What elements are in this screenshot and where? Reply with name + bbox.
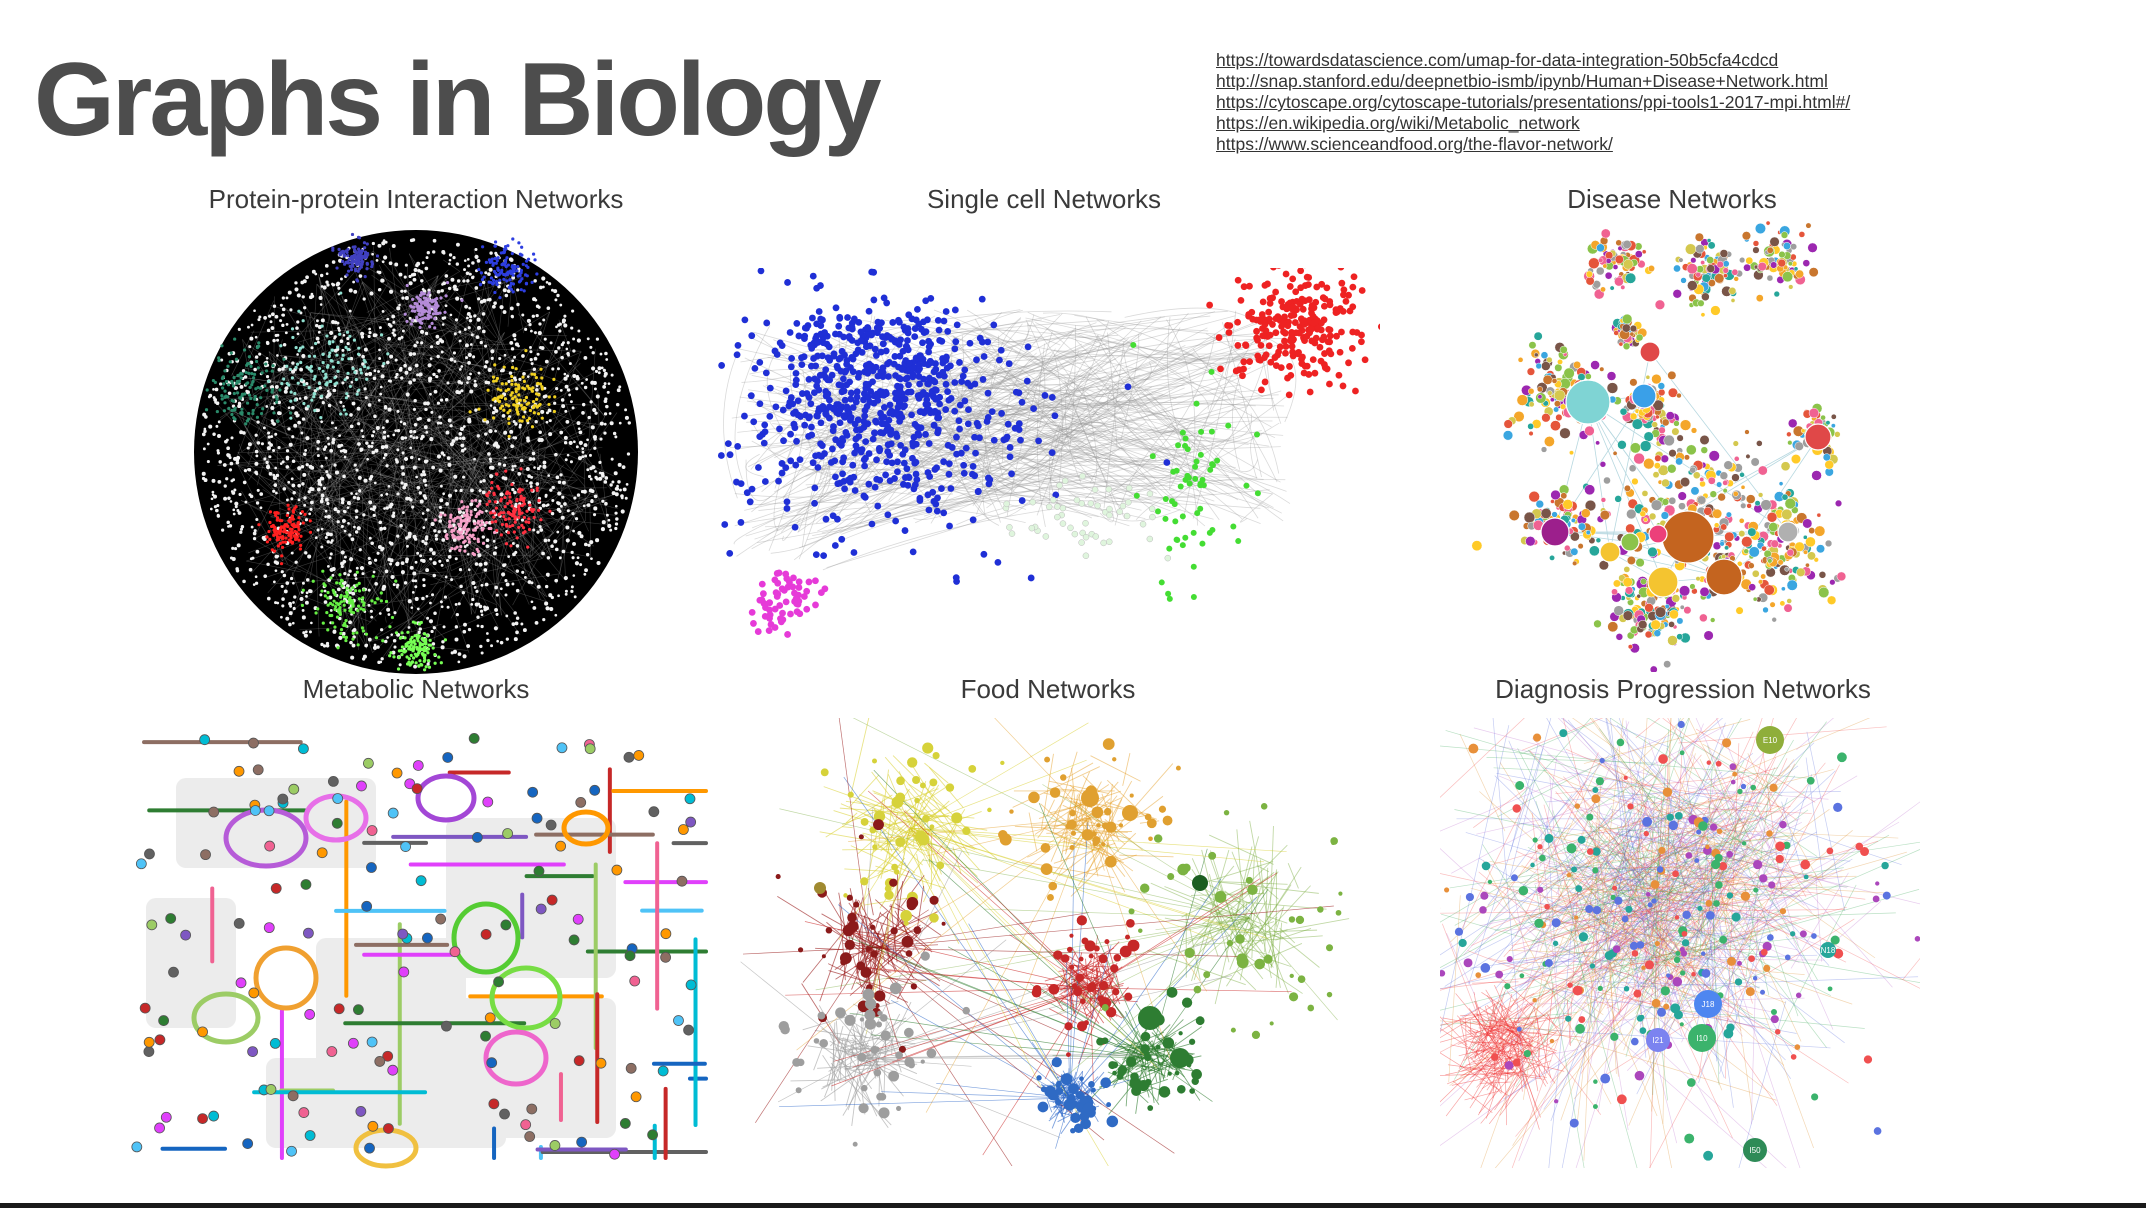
source-link[interactable]: https://towardsdatascience.com/umap-for-… (1216, 50, 1779, 70)
diagnosis-node-label: I50 (1749, 1146, 1761, 1155)
metabolic-network-image (116, 718, 716, 1170)
diagnosis-node-label: J18 (1702, 1000, 1715, 1009)
single-cell-panel-title: Single cell Networks (926, 184, 1162, 214)
disease-panel-title: Disease Networks (1567, 184, 1777, 214)
metabolic-panel-title: Metabolic Networks (302, 674, 530, 704)
diagnosis-nodes: E10 J18 I21 I10 N18 I50 (1440, 720, 1920, 1162)
source-link[interactable]: https://en.wikipedia.org/wiki/Metabolic_… (1216, 113, 1580, 133)
food-edges (740, 718, 1350, 1166)
diagnosis-node-label: E10 (1763, 736, 1778, 745)
diagnosis-node-label: I10 (1696, 1034, 1708, 1043)
ppi-network-image (186, 228, 646, 676)
disease-network-image (1448, 212, 1898, 672)
diagnosis-node-label: I21 (1652, 1036, 1664, 1045)
sc-nodes (717, 268, 1380, 638)
single-cell-network-image (710, 268, 1380, 650)
disease-nodes (1471, 220, 1847, 672)
source-links: https://towardsdatascience.com/umap-for-… (1216, 50, 2116, 155)
diagnosis-edges (1440, 718, 1920, 1168)
bottom-bar (0, 1203, 2146, 1208)
ppi-nodes (201, 238, 631, 669)
food-nodes (775, 738, 1343, 1147)
diagnosis-node-label: N18 (1821, 946, 1836, 955)
source-link[interactable]: http://snap.stanford.edu/deepnetbio-ismb… (1216, 71, 1828, 91)
diagnosis-network-image: E10 J18 I21 I10 N18 I50 (1440, 718, 1920, 1168)
slide-title: Graphs in Biology (34, 42, 882, 158)
ppi-panel-title: Protein-protein Interaction Networks (208, 184, 624, 214)
metabolic-nodes (131, 733, 697, 1160)
food-network-image (730, 718, 1370, 1166)
food-panel-title: Food Networks (960, 674, 1136, 704)
source-link[interactable]: https://cytoscape.org/cytoscape-tutorial… (1216, 92, 1851, 112)
ppi-clusters (204, 232, 557, 672)
diagnosis-panel-title: Diagnosis Progression Networks (1495, 674, 1871, 704)
source-link[interactable]: https://www.scienceandfood.org/the-flavo… (1216, 134, 1613, 154)
